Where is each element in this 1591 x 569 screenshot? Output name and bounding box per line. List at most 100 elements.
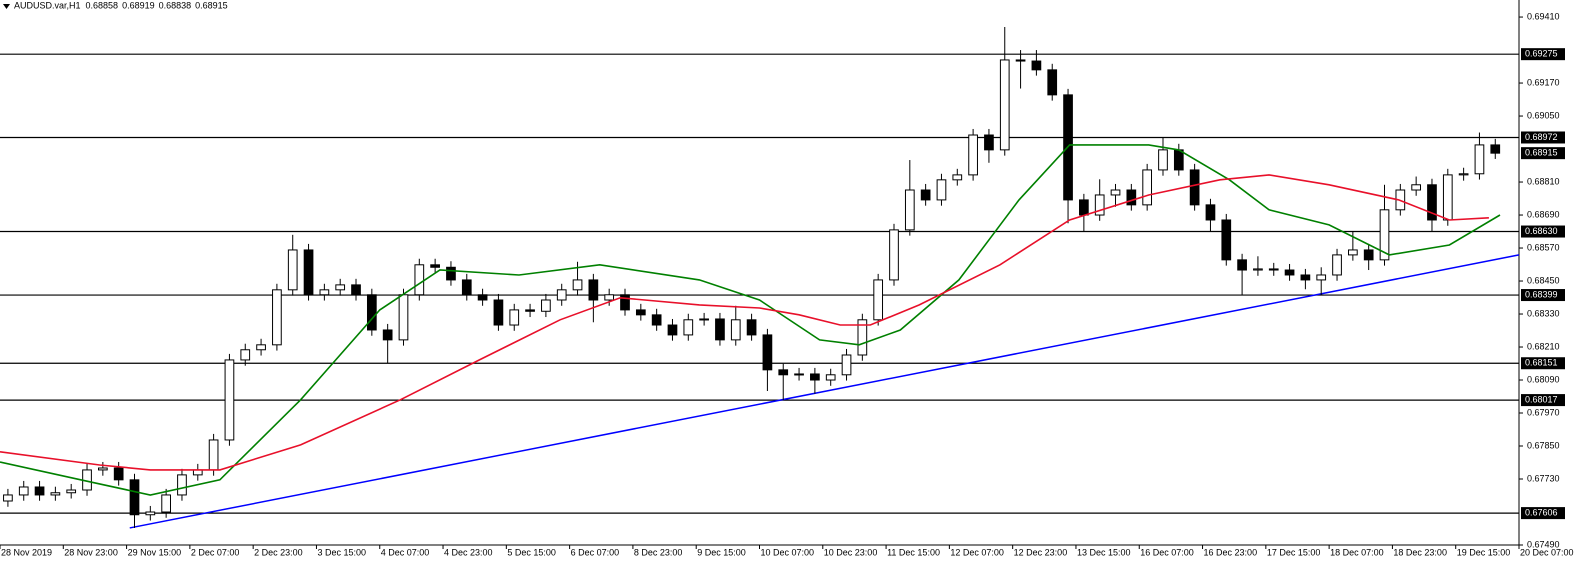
level-label-text: 0.68630 xyxy=(1525,226,1558,236)
plot-area xyxy=(0,26,1520,529)
menu-arrow[interactable] xyxy=(3,4,10,9)
candle-body xyxy=(509,309,520,326)
level-label-box xyxy=(1521,394,1565,407)
x-tick-label: 19 Dec 15:00 xyxy=(1457,547,1511,557)
y-tick-label: 0.69410 xyxy=(1527,11,1560,21)
candle-body xyxy=(604,294,615,301)
x-tick-label: 28 Nov 23:00 xyxy=(64,547,118,557)
candle-body xyxy=(1268,268,1279,271)
level-label-text: 0.68017 xyxy=(1525,394,1558,404)
level-label-text: 0.69275 xyxy=(1525,49,1558,59)
candle-body xyxy=(857,319,868,356)
x-tick-label: 13 Dec 15:00 xyxy=(1077,547,1131,557)
candle-body xyxy=(97,467,108,471)
level-label-box xyxy=(1521,357,1565,370)
candle-body xyxy=(1158,149,1168,171)
candle-body xyxy=(541,299,551,312)
candle-body xyxy=(904,189,915,231)
x-tick-label: 10 Dec 07:00 xyxy=(761,547,815,557)
y-tick-label: 0.68690 xyxy=(1527,209,1560,219)
candle-body xyxy=(920,189,931,201)
candle-body xyxy=(177,474,187,496)
candle-body xyxy=(240,349,251,361)
y-tick-label: 0.68450 xyxy=(1527,275,1560,285)
x-tick-label: 18 Dec 07:00 xyxy=(1330,547,1384,557)
candle-body xyxy=(145,511,156,516)
candle-body xyxy=(1284,269,1295,276)
candle-body xyxy=(303,249,314,296)
candle-body xyxy=(1047,69,1058,96)
moving-average xyxy=(0,144,1501,496)
x-tick-label: 11 Dec 15:00 xyxy=(887,547,940,557)
candle-body xyxy=(794,373,804,376)
x-tick-label: 2 Dec 23:00 xyxy=(254,547,303,557)
candle-body xyxy=(651,314,662,326)
candle-body xyxy=(161,494,171,513)
x-tick-label: 20 Dec 07:00 xyxy=(1520,547,1574,557)
candle-body xyxy=(1237,259,1247,271)
x-tick-label: 8 Dec 23:00 xyxy=(634,547,683,557)
candle-body xyxy=(208,439,219,471)
candle-body xyxy=(889,229,899,281)
candle-body xyxy=(3,494,13,502)
candle-body xyxy=(968,134,978,176)
current-price-label-box xyxy=(1521,147,1565,160)
candle-body xyxy=(50,492,61,496)
candle-body xyxy=(224,359,235,441)
candle-body xyxy=(525,309,535,312)
candle-body xyxy=(319,289,330,296)
y-tick-label: 0.67850 xyxy=(1527,440,1560,450)
level-label: 0.68972 xyxy=(1521,131,1565,144)
candle-body xyxy=(461,279,472,296)
x-tick-label: 29 Nov 15:00 xyxy=(128,547,182,557)
candle-body xyxy=(1205,204,1216,221)
level-label-box xyxy=(1521,289,1565,302)
x-tick-label: 16 Dec 23:00 xyxy=(1204,547,1258,557)
candle-body xyxy=(1490,144,1501,154)
candle-body xyxy=(1379,209,1390,261)
candle-body xyxy=(841,354,852,376)
candle-body xyxy=(1316,274,1327,281)
candle-body xyxy=(984,134,994,151)
candle-body xyxy=(1474,144,1485,175)
level-label-box xyxy=(1521,507,1565,520)
x-tick-label: 4 Dec 07:00 xyxy=(381,547,430,557)
candle-body xyxy=(382,329,393,341)
level-label-text: 0.67606 xyxy=(1525,507,1558,517)
level-label: 0.68399 xyxy=(1521,289,1565,302)
y-tick-label: 0.68210 xyxy=(1527,341,1560,351)
candle-body xyxy=(493,299,504,326)
x-tick-label: 12 Dec 07:00 xyxy=(950,547,1004,557)
level-label: 0.67606 xyxy=(1521,507,1565,520)
candle-body xyxy=(1300,274,1311,281)
y-tick-label: 0.68810 xyxy=(1527,176,1560,186)
x-tick-label: 4 Dec 23:00 xyxy=(444,547,493,557)
level-label: 0.68630 xyxy=(1521,225,1565,238)
y-tick-label: 0.68570 xyxy=(1527,242,1560,252)
candle-body xyxy=(746,319,757,336)
candle-body xyxy=(556,289,567,301)
candle-body xyxy=(1363,249,1374,261)
candle-body xyxy=(635,309,646,316)
header-value: 0.68838 xyxy=(159,0,192,10)
header-value: 0.68858 xyxy=(86,0,119,10)
x-tick-label: 12 Dec 23:00 xyxy=(1014,547,1068,557)
level-label-text: 0.68399 xyxy=(1525,289,1558,299)
candle-body xyxy=(936,179,947,201)
candle-body xyxy=(620,294,630,311)
x-tick-label: 9 Dec 15:00 xyxy=(697,547,746,557)
candle-body xyxy=(34,486,45,496)
candle-body xyxy=(1031,60,1042,71)
candle-body xyxy=(1142,169,1153,206)
header-value: 0.68915 xyxy=(195,0,228,10)
candle-body xyxy=(477,294,488,301)
symbol-title: AUDUSD.var,H1 xyxy=(14,0,81,10)
candle-body xyxy=(683,319,694,336)
header-value: 0.68919 xyxy=(122,0,155,10)
candle-body xyxy=(1094,194,1105,216)
candle-body xyxy=(1411,184,1422,191)
candle-body xyxy=(778,369,789,376)
level-label: 0.68151 xyxy=(1521,357,1565,370)
